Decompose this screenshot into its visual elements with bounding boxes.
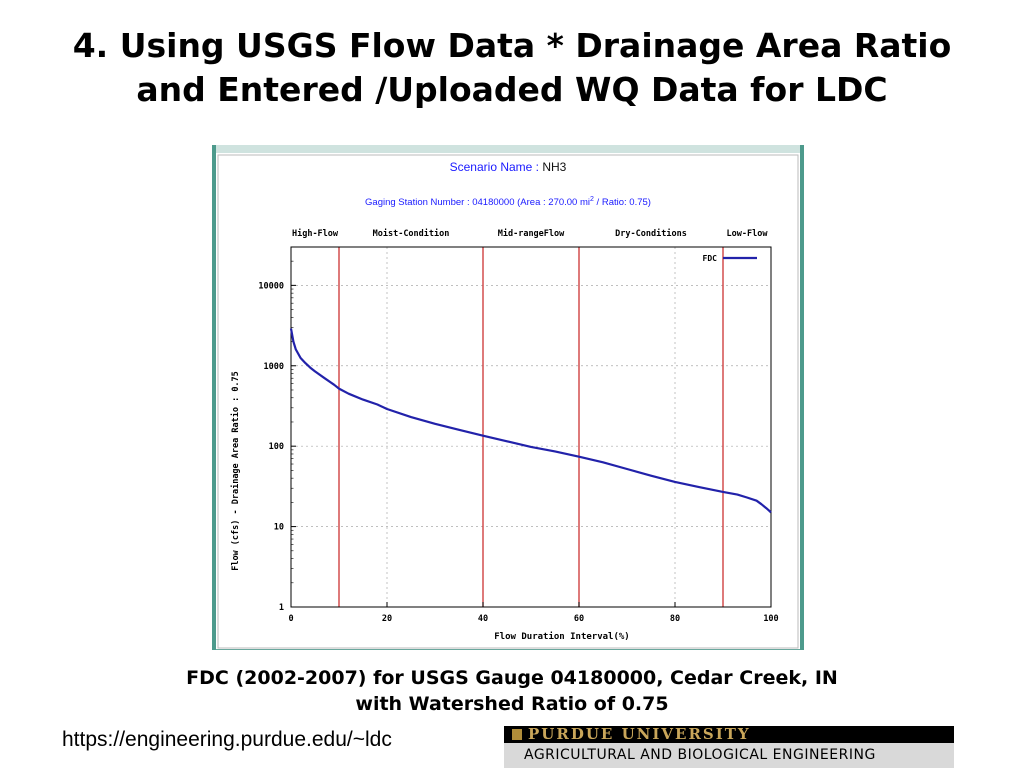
y-tick-label: 1 (279, 603, 284, 613)
y-tick-label: 10 (274, 523, 284, 533)
plot-area: High-Flow Moist-Condition Mid-rangeFlow Dry… (258, 228, 778, 624)
x-tick-label: 0 (288, 614, 293, 624)
station-subtitle: Gaging Station Number : 04180000 (Area :… (365, 196, 651, 208)
zone-label: Dry-Conditions (615, 228, 687, 239)
zone-label: High-Flow (292, 228, 339, 239)
source-url[interactable]: https://engineering.purdue.edu/~ldc (62, 728, 392, 751)
logo-bottom-bar: AGRICULTURAL AND BIOLOGICAL ENGINEERING (504, 743, 954, 768)
slide-title: 4. Using USGS Flow Data * Drainage Area … (0, 24, 1024, 112)
zone-label: Moist-Condition (373, 228, 450, 239)
y-tick-label: 100 (269, 442, 284, 452)
plot-border (290, 246, 772, 608)
chart-frame-left (212, 145, 216, 650)
slide-title-line1: 4. Using USGS Flow Data * Drainage Area … (72, 26, 952, 65)
chart-figure: Scenario Name : NH3 Gaging Station Numbe… (212, 145, 804, 650)
x-tick-label: 40 (478, 614, 488, 624)
x-tick-label: 60 (574, 614, 584, 624)
caption-line1: FDC (2002-2007) for USGS Gauge 04180000,… (186, 667, 838, 689)
scenario-title: Scenario Name : NH3 (450, 160, 567, 174)
logo-name: PURDUE UNIVERSITY (528, 725, 751, 743)
legend-label: FDC (703, 254, 718, 263)
x-tick-label: 20 (382, 614, 392, 624)
logo-subtitle: AGRICULTURAL AND BIOLOGICAL ENGINEERING (524, 747, 876, 763)
y-axis-label: Flow (cfs) - Drainage Area Ratio : 0.75 (230, 371, 241, 571)
fdc-chart: Scenario Name : NH3 Gaging Station Numbe… (212, 145, 804, 650)
y-tick-label: 1000 (264, 362, 284, 372)
y-tick-label: 10000 (258, 281, 284, 291)
plot-background (291, 247, 771, 607)
x-tick-label: 80 (670, 614, 680, 624)
logo-gold-mark (512, 729, 522, 740)
chart-frame-top (212, 145, 804, 153)
x-axis-label: Flow Duration Interval(%) (494, 631, 629, 642)
x-tick-label: 100 (763, 614, 778, 624)
purdue-logo: PURDUE UNIVERSITY AGRICULTURAL AND BIOLO… (504, 726, 954, 768)
chart-frame-right (800, 145, 804, 650)
slide-title-line2: and Entered /Uploaded WQ Data for LDC (136, 70, 888, 109)
zone-label: Mid-rangeFlow (498, 228, 565, 239)
fdc-series-line (289, 328, 772, 514)
caption-line2: with Watershed Ratio of 0.75 (355, 693, 669, 715)
logo-top-bar: PURDUE UNIVERSITY (504, 726, 954, 743)
zone-label: Low-Flow (727, 229, 769, 239)
figure-caption: FDC (2002-2007) for USGS Gauge 04180000,… (0, 665, 1024, 717)
